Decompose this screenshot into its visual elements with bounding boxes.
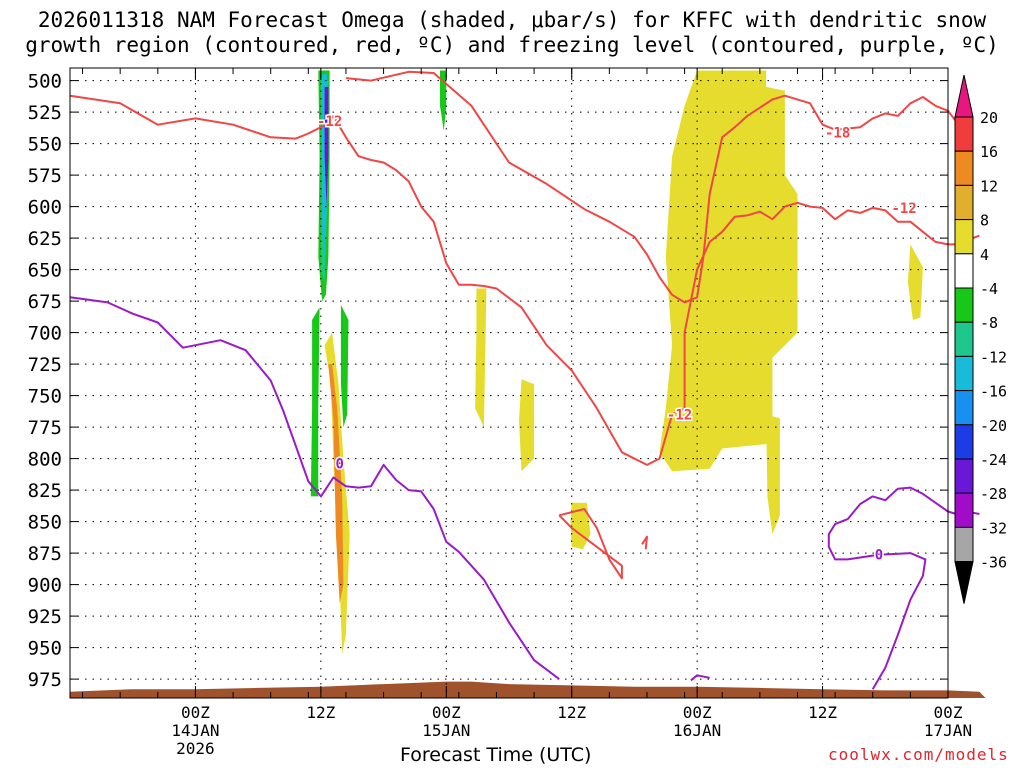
colorbar-label: -24 [980, 451, 1007, 469]
dgz-temperature-contour [330, 114, 674, 466]
contour-label: 0 [875, 547, 883, 563]
colorbar-label: -8 [980, 314, 998, 332]
y-tick-label: 500 [28, 71, 62, 93]
x-tick-label: 12Z [306, 703, 335, 722]
x-date-label: 15JAN [422, 721, 470, 740]
y-tick-label: 875 [28, 543, 62, 565]
colorbar-label: 8 [980, 212, 989, 230]
y-tick-label: 700 [28, 323, 62, 345]
colorbar-label: -36 [980, 554, 1007, 572]
contour-label: -12 [667, 408, 692, 424]
omega-shaded-region [659, 70, 798, 472]
credit-text: coolwx.com/models [828, 745, 1009, 764]
dgz-temperature-contour [671, 201, 980, 416]
colorbar-segment [954, 219, 974, 255]
colorbar-segment [954, 184, 974, 221]
colorbar-label: -28 [980, 485, 1007, 503]
omega-shaded-region [440, 70, 447, 131]
omega-shaded-region [328, 364, 344, 604]
colorbar-segment [954, 458, 974, 494]
x-tick-label: 00Z [181, 703, 210, 722]
y-tick-label: 975 [28, 669, 62, 691]
colorbar-label: -20 [980, 417, 1007, 435]
dgz-temperature-contour [641, 535, 648, 550]
omega-shaded-region [907, 244, 923, 320]
y-tick-label: 925 [28, 606, 62, 628]
y-tick-label: 625 [28, 228, 62, 250]
y-tick-label: 750 [28, 386, 62, 408]
x-tick-label: 12Z [808, 703, 837, 722]
y-tick-label: 850 [28, 512, 62, 534]
colorbar-label: -12 [980, 348, 1007, 366]
y-tick-label: 600 [28, 197, 62, 219]
colorbar-top-arrow [954, 74, 974, 118]
colorbar-segment [954, 321, 974, 357]
colorbar-segment [954, 492, 974, 528]
x-date-label: 16JAN [673, 721, 721, 740]
x-date-label: 17JAN [924, 721, 972, 740]
x-tick-label: 00Z [683, 703, 712, 722]
x-tick-label: 00Z [934, 703, 963, 722]
y-tick-label: 900 [28, 575, 62, 597]
omega-shaded-region [340, 304, 349, 428]
freezing-level-contour [827, 486, 980, 690]
colorbar-bottom-arrow [954, 561, 974, 604]
colorbar-segment [954, 253, 974, 289]
colorbar-label: 16 [980, 143, 998, 161]
y-tick-label: 950 [28, 638, 62, 660]
ground-surface [70, 681, 986, 698]
colorbar-label: -16 [980, 383, 1007, 401]
x-tick-label: 00Z [432, 703, 461, 722]
y-tick-label: 675 [28, 291, 62, 313]
contour-label: -18 [825, 125, 850, 141]
x-year-label: 2026 [176, 739, 215, 758]
colorbar-segment [954, 150, 974, 186]
colorbar-label: 4 [980, 246, 989, 264]
x-tick-label: 12Z [557, 703, 586, 722]
colorbar-segment [954, 116, 974, 152]
y-tick-label: 775 [28, 417, 62, 439]
dgz-temperature-contour [345, 70, 974, 304]
colorbar-label: 20 [980, 109, 998, 127]
omega-shaded-region [519, 379, 535, 472]
x-axis-label: Forecast Time (UTC) [400, 744, 592, 766]
x-date-label: 14JAN [171, 721, 219, 740]
y-tick-label: 650 [28, 260, 62, 282]
dgz-temperature-contour [558, 508, 623, 580]
y-tick-label: 800 [28, 449, 62, 471]
colorbar-segment [954, 526, 974, 563]
omega-shaded-region [324, 86, 329, 207]
colorbar-segment [954, 424, 974, 460]
chart-title-line2: growth region (contoured, red, ºC) and f… [25, 33, 999, 57]
colorbar-segment [954, 287, 974, 323]
contour-label: 0 [335, 457, 343, 473]
colorbar-label: 12 [980, 177, 998, 195]
y-tick-label: 825 [28, 480, 62, 502]
colorbar-segment [954, 355, 974, 392]
omega-shaded-region [475, 288, 487, 428]
omega-shaded-region [766, 414, 780, 535]
colorbar-segment [954, 390, 974, 426]
dgz-temperature-contour [69, 94, 331, 140]
colorbar-label: -32 [980, 519, 1007, 537]
colorbar-label: -4 [980, 280, 998, 298]
y-tick-label: 575 [28, 165, 62, 187]
omega-shaded-region [310, 307, 320, 497]
chart-title-line1: 2026011318 NAM Forecast Omega (shaded, μ… [37, 8, 987, 32]
freezing-level-contour [69, 296, 560, 680]
y-tick-label: 525 [28, 102, 62, 124]
freezing-level-contour [690, 674, 710, 682]
plot-frame [69, 67, 949, 699]
contour-label: -12 [891, 201, 916, 217]
y-tick-label: 725 [28, 354, 62, 376]
contour-label: -12 [317, 114, 342, 130]
y-tick-label: 550 [28, 134, 62, 156]
